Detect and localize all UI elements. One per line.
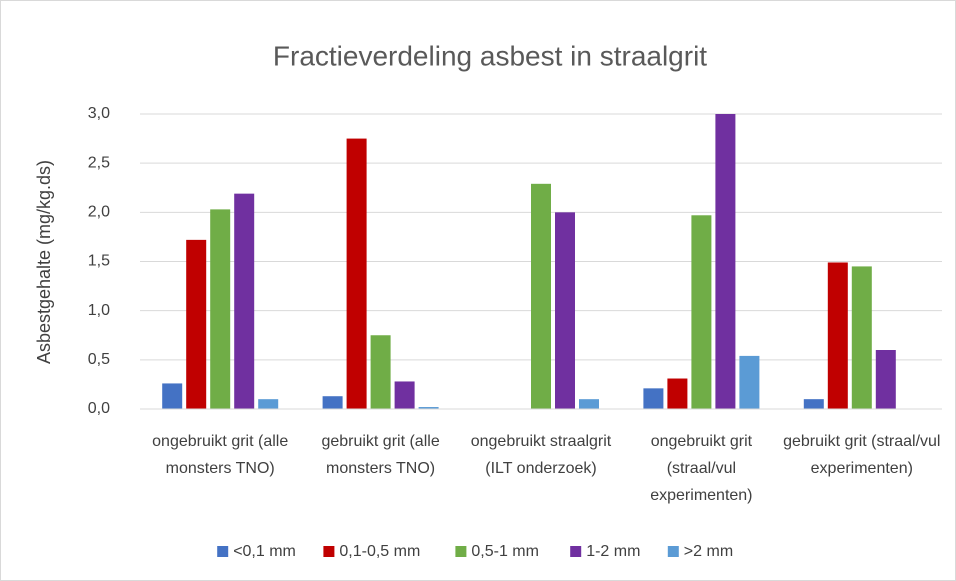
- bar: [258, 399, 279, 409]
- legend-label: 1-2 mm: [586, 543, 640, 560]
- y-tick-label: 0,0: [88, 400, 110, 417]
- chart-title: Fractieverdeling asbest in straalgrit: [273, 40, 707, 71]
- bar: [667, 378, 688, 409]
- bar: [691, 215, 712, 409]
- x-tick-label: gebruikt grit (straal/vul experimenten): [783, 433, 941, 477]
- x-tick-label: ongebruikt straalgrit (ILT onderzoek): [470, 433, 612, 477]
- x-tick-label: ongebruikt grit (alle monsters TNO): [152, 433, 289, 477]
- legend-swatch: [323, 546, 335, 557]
- x-tick-label-box: ongebruikt straalgrit (ILT onderzoek): [470, 433, 612, 477]
- x-tick-label-box: gebruikt grit (alle monsters TNO): [321, 433, 440, 477]
- bar: [555, 212, 575, 409]
- bar: [715, 114, 736, 409]
- bar: [739, 355, 760, 409]
- y-tick-label: 0,5: [88, 351, 110, 368]
- y-tick-label: 3,0: [88, 105, 110, 122]
- bar: [322, 396, 343, 409]
- x-tick-label: ongebruikt grit (straal/vul experimenten…: [650, 433, 753, 504]
- x-tick-label-box: gebruikt grit (straal/vul experimenten): [783, 433, 941, 477]
- bar: [346, 138, 367, 410]
- bar: [234, 193, 255, 409]
- y-tick-label: 1,0: [88, 302, 110, 319]
- y-tick-label: 1,5: [88, 253, 110, 270]
- y-axis-label: Asbestgehalte (mg/kg.ds): [34, 160, 54, 364]
- x-tick-label-box: ongebruikt grit (alle monsters TNO): [152, 433, 289, 477]
- bar: [803, 399, 824, 409]
- bar: [162, 383, 183, 409]
- legend-swatch: [570, 546, 582, 557]
- bar: [394, 381, 415, 409]
- legend-swatch: [455, 546, 467, 557]
- y-tick-label: 2,5: [88, 154, 110, 171]
- bar: [370, 335, 391, 409]
- legend-swatch: [667, 546, 679, 557]
- legend-label: 0,5-1 mm: [471, 543, 539, 560]
- legend-label: <0,1 mm: [233, 543, 296, 560]
- legend-swatch: [217, 546, 229, 557]
- x-tick-label-box: ongebruikt grit (straal/vul experimenten…: [650, 433, 753, 504]
- bar: [210, 209, 231, 409]
- bar: [418, 407, 439, 409]
- x-tick-label: gebruikt grit (alle monsters TNO): [321, 433, 440, 477]
- bar: [875, 350, 896, 409]
- bar: [186, 239, 207, 409]
- legend-label: 0,1-0,5 mm: [339, 543, 420, 560]
- y-tick-label: 2,0: [88, 204, 110, 221]
- legend-label: >2 mm: [684, 543, 733, 560]
- bar: [579, 399, 599, 409]
- bar: [531, 183, 551, 409]
- bar: [643, 388, 664, 409]
- bar: [851, 266, 872, 409]
- bar: [827, 262, 848, 409]
